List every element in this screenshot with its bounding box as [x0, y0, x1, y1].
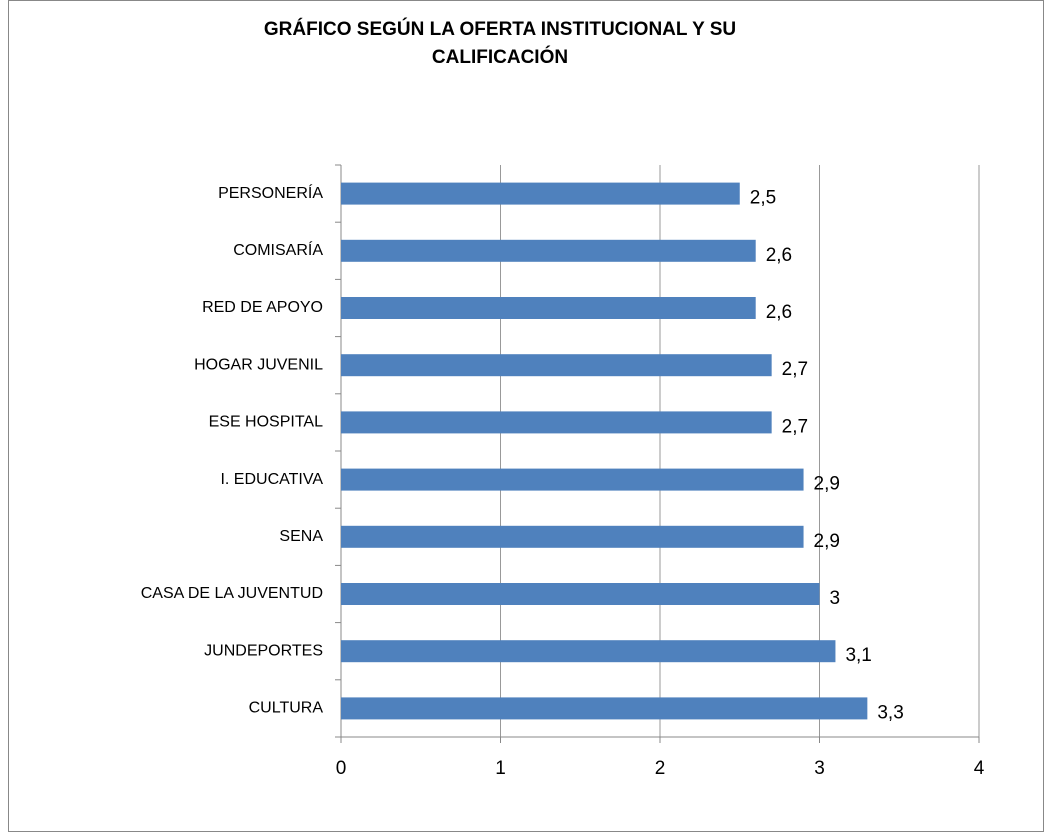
x-tick-label: 4	[974, 758, 985, 779]
y-tick-label: JUNDEPORTES	[204, 642, 323, 659]
value-label: 3,1	[845, 645, 871, 666]
y-tick-label: CASA DE LA JUVENTUD	[141, 585, 323, 602]
bar	[341, 640, 836, 663]
y-tick-label: I. EDUCATIVA	[220, 471, 323, 488]
bar	[341, 697, 868, 720]
value-label: 3,3	[877, 702, 903, 723]
y-tick-label: CULTURA	[249, 700, 324, 717]
chart-title: GRÁFICO SEGÚN LA OFERTA INSTITUCIONAL Y …	[264, 18, 736, 40]
x-tick-label: 2	[655, 758, 666, 779]
bar	[341, 239, 756, 262]
value-label: 2,7	[782, 416, 808, 437]
y-tick-label: ESE HOSPITAL	[209, 414, 324, 431]
bar	[341, 297, 756, 319]
x-tick-label: 3	[814, 758, 825, 779]
y-tick-label: RED DE APOYO	[202, 299, 323, 316]
x-tick-label: 1	[495, 758, 506, 779]
value-label: 2,7	[782, 359, 808, 380]
y-tick-label: SENA	[279, 528, 323, 545]
value-label: 2,9	[814, 474, 840, 495]
bar	[341, 525, 804, 548]
y-tick-label: COMISARÍA	[233, 240, 323, 259]
x-tick-label: 0	[336, 758, 347, 779]
y-tick-label: PERSONERÍA	[218, 183, 323, 202]
y-tick-label: HOGAR JUVENIL	[194, 356, 323, 373]
bar	[341, 411, 772, 434]
value-label: 2,5	[750, 188, 776, 209]
value-label: 3	[830, 588, 841, 609]
bar	[341, 182, 740, 205]
chart-title: CALIFICACIÓN	[432, 46, 568, 68]
value-label: 2,9	[814, 531, 840, 552]
bar	[341, 354, 772, 377]
bar	[341, 583, 820, 605]
value-label: 2,6	[766, 302, 792, 323]
bar	[341, 468, 804, 491]
value-label: 2,6	[766, 245, 792, 266]
